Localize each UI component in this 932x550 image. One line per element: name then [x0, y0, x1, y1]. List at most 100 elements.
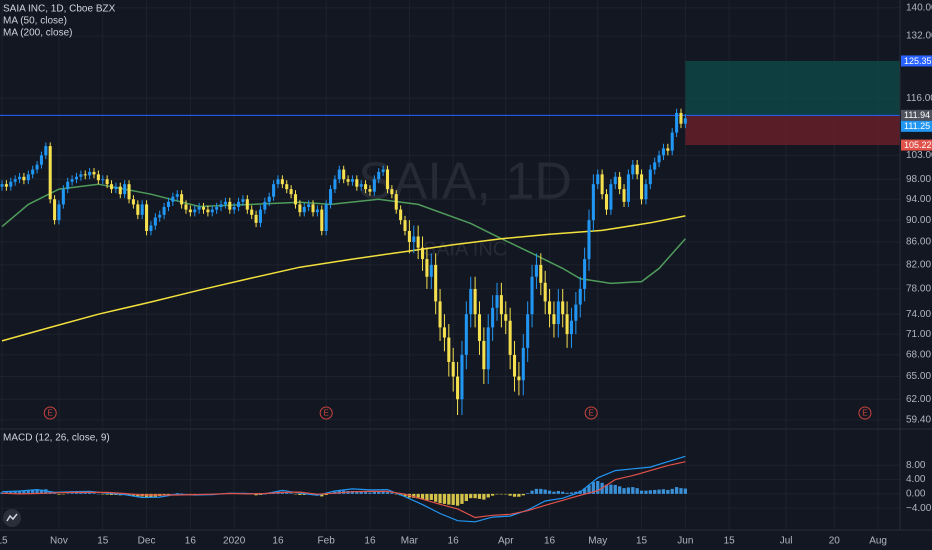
price-label: 105.22 — [904, 140, 932, 150]
candle-body — [285, 184, 289, 190]
price-label: 111.94 — [904, 110, 930, 120]
macd-histogram-bar — [587, 485, 591, 494]
macd-histogram-bar — [385, 492, 390, 494]
macd-histogram-bar — [66, 493, 70, 495]
macd-histogram-bar — [613, 484, 617, 494]
macd-histogram-bar — [17, 491, 22, 494]
macd-histogram-bar — [521, 493, 525, 496]
macd-histogram-bar — [534, 488, 539, 494]
macd-histogram-bar — [604, 484, 609, 494]
candle-body — [613, 176, 617, 185]
candle-body — [254, 214, 258, 223]
candle-body — [512, 354, 517, 377]
macd-histogram-bar — [442, 493, 447, 504]
macd-histogram-bar — [539, 488, 543, 494]
macd-histogram-bar — [70, 493, 74, 494]
candle-body — [329, 189, 333, 205]
macd-histogram-bar — [429, 493, 433, 500]
candle-body — [359, 184, 363, 187]
candle-body — [53, 199, 57, 221]
candle-body — [145, 204, 149, 231]
macd-histogram-bar — [504, 493, 508, 495]
macd-histogram-bar — [486, 493, 490, 498]
candle-body — [215, 206, 219, 210]
candle-body — [83, 174, 87, 176]
candle-body — [477, 314, 482, 341]
candle-body — [583, 259, 587, 289]
candle-body — [548, 301, 552, 315]
candle-body — [166, 201, 171, 207]
candle-body — [530, 276, 534, 315]
candle-body — [66, 181, 70, 190]
macd-histogram-bar — [355, 491, 359, 494]
candle-body — [565, 314, 569, 335]
candle-body — [482, 340, 486, 370]
macd-histogram-bar — [547, 490, 552, 494]
macd-histogram-bar — [372, 491, 376, 494]
candle-body — [657, 155, 661, 163]
candle-body — [31, 169, 35, 175]
macd-line — [1, 455, 686, 523]
y-tick-label: 94.00 — [906, 194, 931, 205]
candle-body — [149, 225, 153, 231]
macd-histogram-bar — [674, 487, 679, 494]
macd-histogram-bar — [101, 493, 105, 495]
macd-histogram-bar — [596, 481, 600, 494]
candle-body — [267, 196, 271, 202]
macd-histogram-bar — [473, 493, 477, 499]
candle-body — [600, 174, 604, 195]
macd-histogram-bar — [648, 490, 652, 494]
candle-body — [118, 186, 122, 195]
y-tick-label: 90.00 — [906, 215, 931, 226]
candle-body — [48, 146, 52, 200]
logo-icon[interactable] — [6, 513, 18, 522]
macd-histogram-bar — [561, 491, 565, 494]
candle-body — [640, 174, 644, 200]
candle-body — [188, 209, 192, 213]
y-tick-label: 71.00 — [906, 329, 931, 340]
x-tick-label: 16 — [448, 536, 460, 547]
macd-histogram-bar — [438, 493, 442, 504]
candle-body — [591, 184, 595, 221]
y-tick-label: 59.40 — [906, 414, 931, 425]
candle-body — [609, 184, 613, 210]
candle-body — [499, 295, 503, 315]
logo[interactable] — [3, 509, 21, 527]
candle-body — [473, 288, 477, 315]
macd-histogram-bar — [144, 493, 149, 498]
candle-body — [561, 301, 565, 315]
macd-histogram-bar — [574, 491, 578, 494]
macd-histogram-bar — [258, 493, 263, 495]
candle-body — [342, 169, 346, 180]
candle-body — [456, 376, 460, 400]
candle-body — [315, 209, 319, 213]
macd-histogram-bar — [26, 490, 30, 494]
macd-histogram-bar — [622, 488, 626, 494]
candle-body — [670, 132, 674, 151]
stop-zone — [685, 115, 900, 146]
macd-histogram-bar — [552, 491, 556, 494]
y-tick-label: 74.00 — [906, 309, 931, 320]
candle-body — [184, 204, 188, 210]
price-label: 125.35 — [904, 56, 932, 66]
macd-histogram-bar — [530, 490, 534, 494]
price-label-box — [901, 109, 932, 121]
macd-histogram-bar — [9, 491, 13, 494]
candle-body — [429, 264, 433, 277]
macd-histogram-bar — [495, 493, 499, 495]
candle-body — [302, 206, 306, 213]
candle-body — [0, 184, 4, 187]
candle-body — [447, 337, 451, 362]
macd-histogram-bar — [289, 493, 293, 494]
macd-histogram-bar — [390, 492, 394, 494]
candle-body — [324, 204, 328, 231]
candle-body — [241, 199, 245, 202]
macd-histogram-bar — [591, 482, 596, 494]
macd-histogram-bar — [661, 489, 666, 494]
earnings-label: E — [589, 409, 594, 418]
macd-histogram-bar — [635, 488, 639, 494]
watermark-symbol: SAIA, 1D — [358, 153, 572, 211]
candle-body — [13, 179, 17, 182]
candle-body — [399, 209, 403, 221]
